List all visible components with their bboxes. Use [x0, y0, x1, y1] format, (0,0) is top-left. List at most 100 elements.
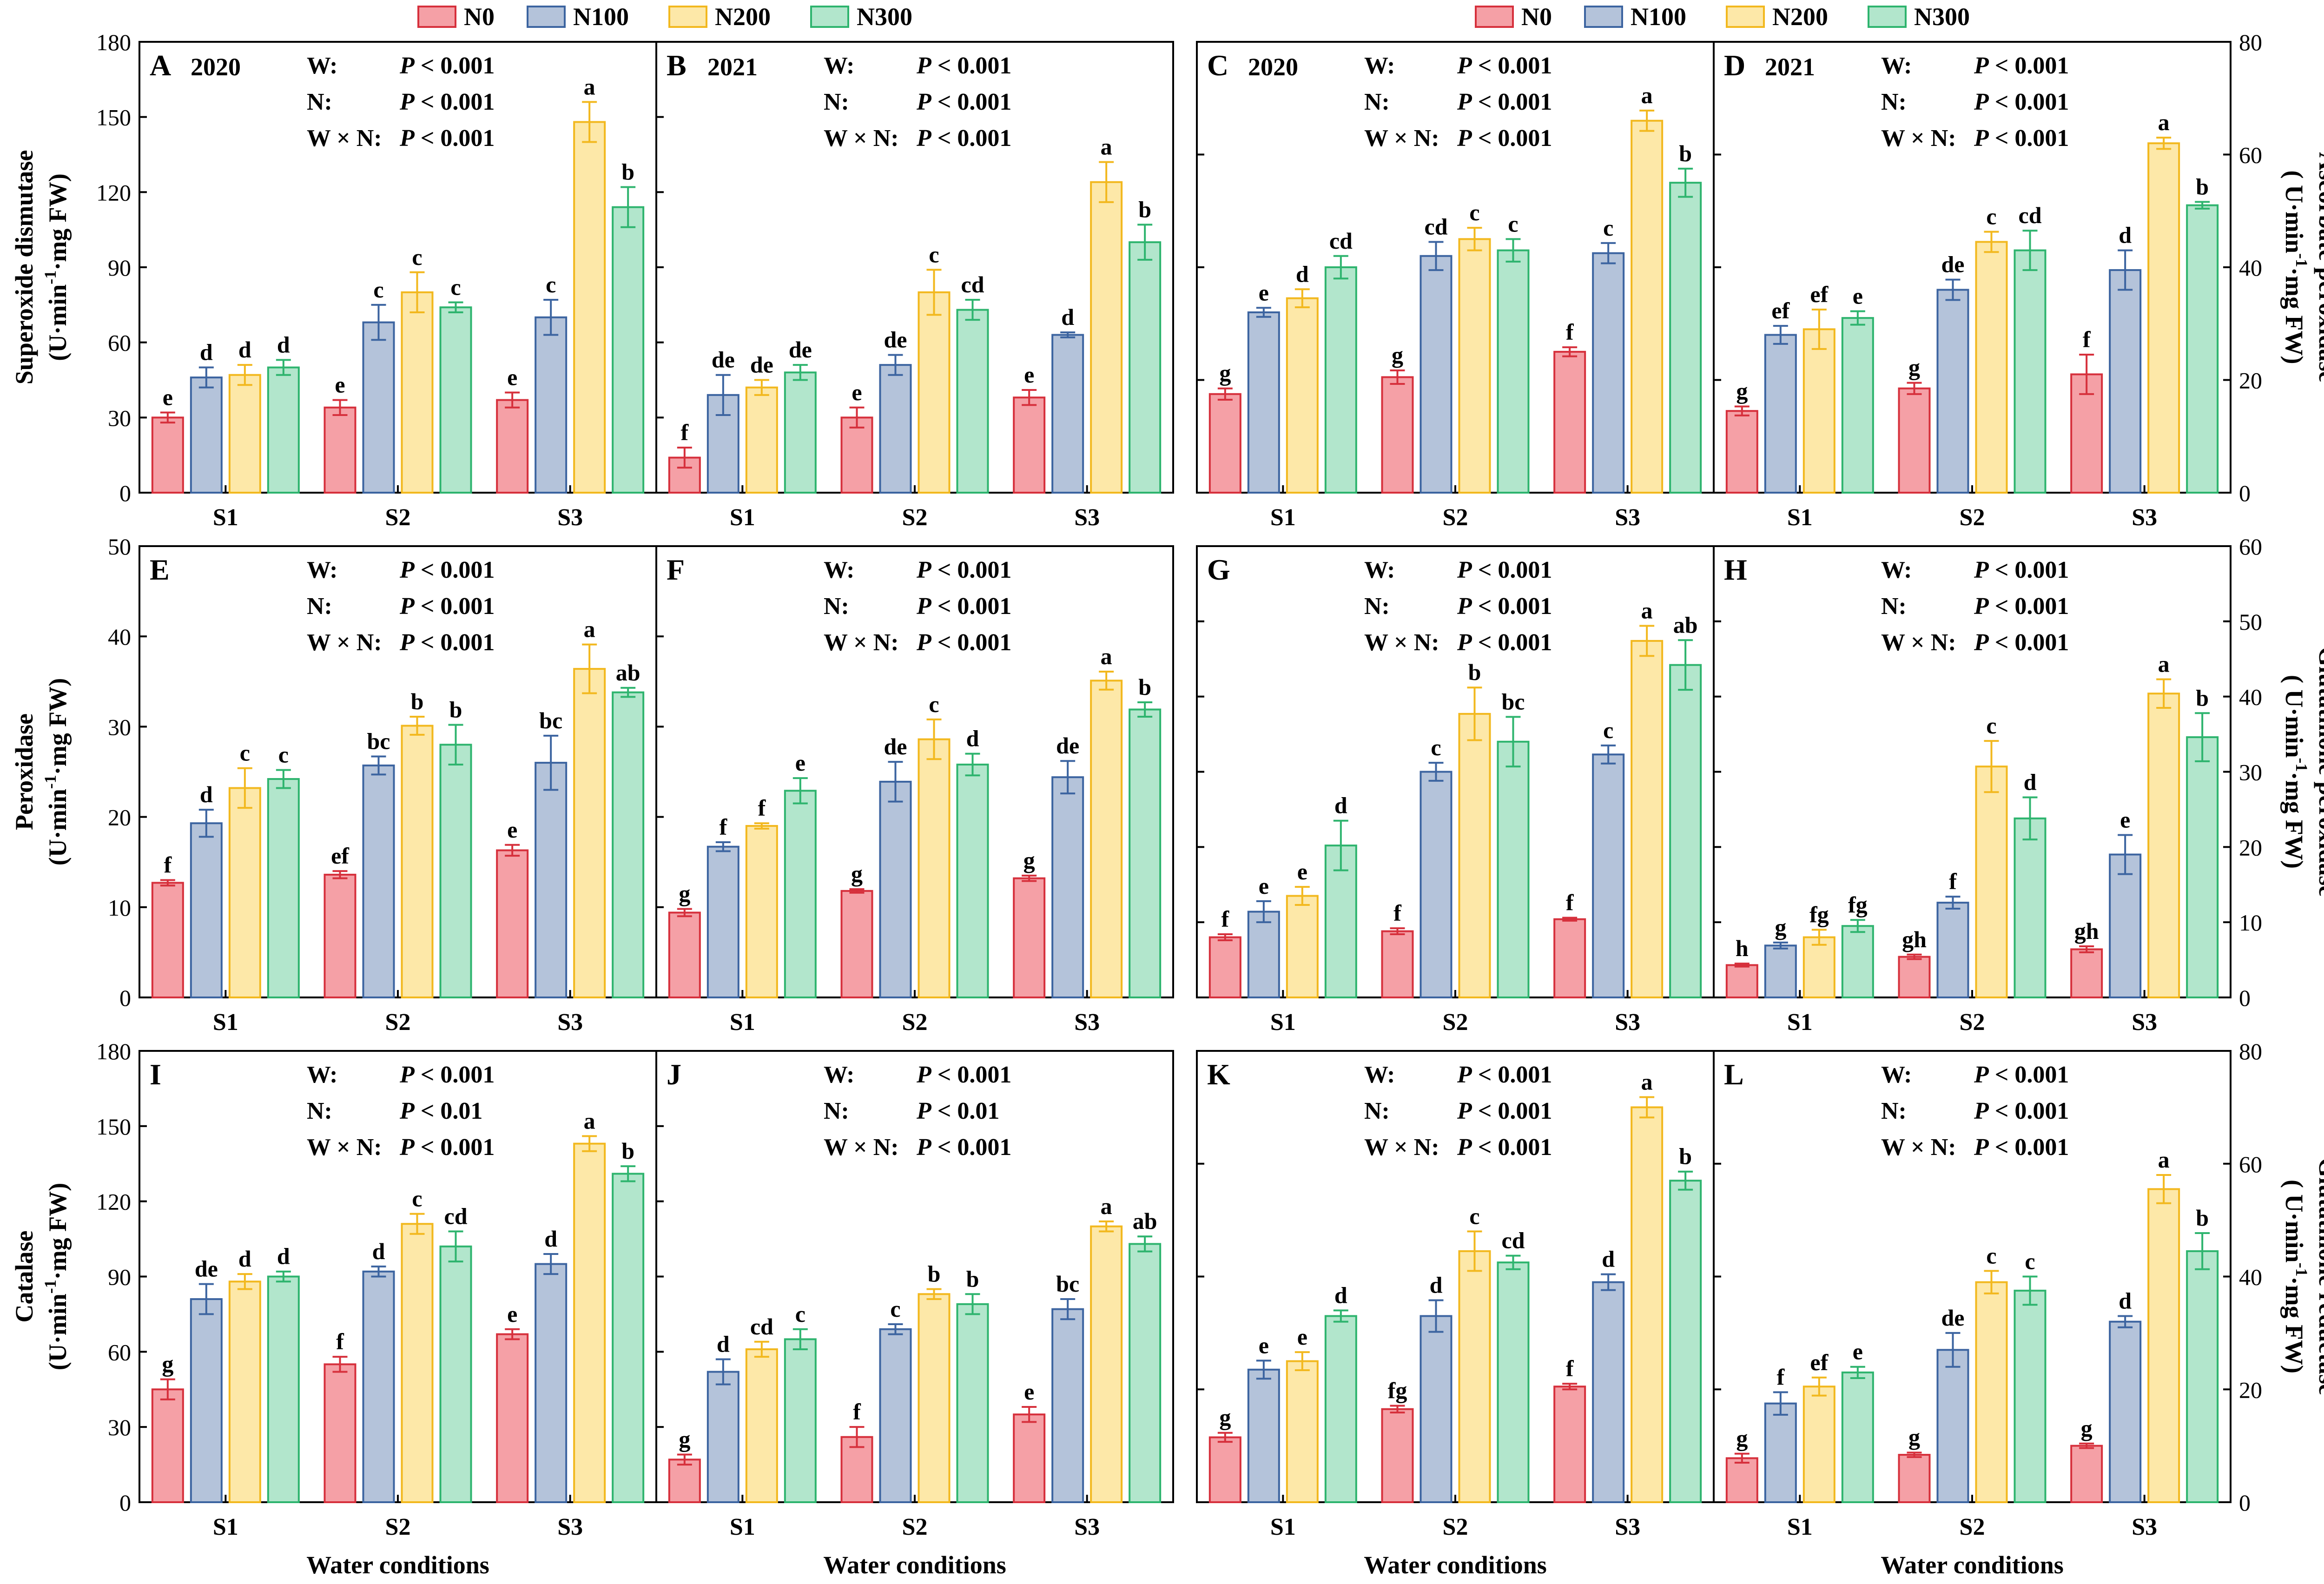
bar-n300-s1	[267, 366, 300, 494]
stat-factor: W:	[1364, 53, 1395, 79]
significance-letter: h	[1736, 935, 1749, 961]
stat-p-value: P < 0.001	[1457, 629, 1552, 656]
x-tick-label: S1	[730, 1514, 755, 1540]
y-tick-label: 20	[108, 805, 131, 831]
significance-letter: f	[336, 1328, 344, 1354]
bar-n100-s1	[1247, 1368, 1280, 1504]
x-tick-label: S1	[213, 1514, 238, 1540]
significance-letter: f	[1566, 1355, 1574, 1381]
significance-letter: de	[712, 347, 735, 373]
y-tick-label: 50	[2239, 609, 2262, 635]
stat-factor: N:	[824, 1098, 849, 1124]
legend-label-n100: N100	[573, 3, 629, 31]
stat-factor: W × N:	[824, 125, 899, 152]
bar-n200-s2	[1458, 238, 1491, 494]
bar-n100-s2	[879, 1328, 912, 1504]
panel-f: S1 S2 S3 g g g f de de f c a e d b F W: P < 0.001 N: P < 0.…	[655, 545, 1174, 1036]
bar-n200-s3	[573, 668, 606, 999]
y-tick-label: 50	[108, 534, 131, 560]
bar-n300-s1	[784, 790, 817, 998]
significance-letter: d	[1334, 792, 1347, 818]
y-axis-unit: (U·min-1·mg FW)	[41, 1183, 72, 1370]
bar-n0-s3	[2070, 1445, 2103, 1503]
panel-letter: C	[1207, 49, 1228, 82]
stat-p-value: P < 0.001	[399, 53, 495, 79]
significance-letter: gh	[2074, 918, 2099, 944]
significance-letter: a	[584, 1108, 595, 1134]
stat-factor: W × N:	[307, 125, 382, 152]
bar-n200-s2	[1975, 766, 2008, 998]
bar-n0-s1	[668, 911, 701, 999]
bar-n200-s3	[1090, 181, 1123, 494]
bar-n0-s1	[1208, 936, 1241, 998]
bar-n200-s3	[1631, 119, 1664, 494]
y-axis-title: Glutathione reductase	[2314, 1158, 2324, 1395]
bar-n300-s3	[612, 691, 645, 998]
bar-n300-s2	[1497, 1261, 1530, 1503]
significance-letter: c	[1603, 717, 1613, 743]
legend-label-n0: N0	[464, 3, 495, 31]
y-tick-label: 150	[96, 1114, 131, 1140]
bar-n0-s2	[1381, 930, 1414, 998]
legend-swatch-n300	[1868, 6, 1907, 28]
stat-p-value: P < 0.001	[916, 53, 1011, 79]
stat-factor: W × N:	[1364, 1134, 1439, 1161]
legend-swatch-n100	[1584, 6, 1623, 28]
significance-letter: ab	[1673, 612, 1698, 638]
y-axis-title-left: Catalase(U·min-1·mg FW)	[10, 1183, 72, 1370]
significance-letter: e	[1024, 362, 1034, 388]
x-tick-label: S2	[1443, 504, 1468, 531]
bar-n300-s3	[1129, 708, 1162, 998]
significance-letter: c	[1986, 1242, 1996, 1268]
bar-n100-s1	[1247, 311, 1280, 494]
y-tick-label: 10	[108, 895, 131, 921]
bar-n100-s1	[190, 822, 223, 998]
significance-letter: f	[1221, 906, 1230, 932]
significance-letter: c	[795, 1301, 805, 1327]
bar-n100-s2	[1936, 289, 1969, 494]
x-tick-label: S2	[902, 504, 928, 531]
significance-letter: g	[1023, 847, 1035, 873]
significance-letter: a	[1641, 1069, 1653, 1095]
significance-letter: g	[2081, 1415, 2093, 1441]
significance-letter: ef	[1810, 1349, 1829, 1375]
stat-p-value: P < 0.001	[1974, 1062, 2069, 1088]
stat-p-value: P < 0.01	[399, 1098, 482, 1124]
x-tick-label: S3	[557, 1009, 583, 1036]
y-tick-label: 0	[119, 985, 131, 1011]
significance-letter: g	[1908, 355, 1920, 381]
bar-n0-s3	[1553, 350, 1586, 494]
significance-letter: de	[1941, 1305, 1965, 1331]
significance-letter: b	[1468, 659, 1481, 685]
significance-letter: g	[1908, 1424, 1920, 1450]
bar-n300-s3	[612, 1173, 645, 1504]
legend-label-n0: N0	[1521, 3, 1552, 31]
bar-n100-s3	[535, 316, 568, 494]
legend-label-n200: N200	[1772, 3, 1828, 31]
x-tick-label: S3	[557, 504, 583, 531]
stat-factor: N:	[1364, 1098, 1390, 1124]
bar-n300-s3	[1669, 1180, 1702, 1504]
y-tick-label: 10	[2239, 910, 2262, 936]
bar-n300-s2	[956, 309, 989, 494]
bar-n300-s2	[439, 306, 472, 494]
bar-n100-s3	[535, 1263, 568, 1504]
significance-letter: g	[1736, 1426, 1748, 1452]
y-tick-label: 60	[2239, 1151, 2262, 1177]
panel-l: 0 20 40 60 80 S1 S2 S3 g g g f de d ef c a e c b L W: P < 0.00…	[1713, 1038, 2262, 1540]
significance-letter: e	[507, 817, 517, 843]
significance-letter: d	[1296, 261, 1309, 287]
x-axis-title: Water conditions	[1881, 1551, 2064, 1579]
panel-j: S1 S2 S3 g f e d c bc cd b a c b ab J W: P < 0.001 N: P < 0…	[655, 1050, 1174, 1540]
significance-letter: e	[1853, 1339, 1863, 1365]
bar-n200-s1	[1286, 297, 1319, 494]
significance-letter: c	[890, 1296, 900, 1322]
bar-n100-s3	[1051, 1308, 1084, 1503]
significance-letter: fg	[1388, 1377, 1407, 1403]
significance-letter: c	[1469, 199, 1479, 225]
x-axis-title: Water conditions	[823, 1551, 1006, 1579]
bar-n0-s2	[1381, 376, 1414, 494]
bar-n0-s3	[1013, 877, 1046, 998]
bar-n200-s3	[1631, 1106, 1664, 1503]
